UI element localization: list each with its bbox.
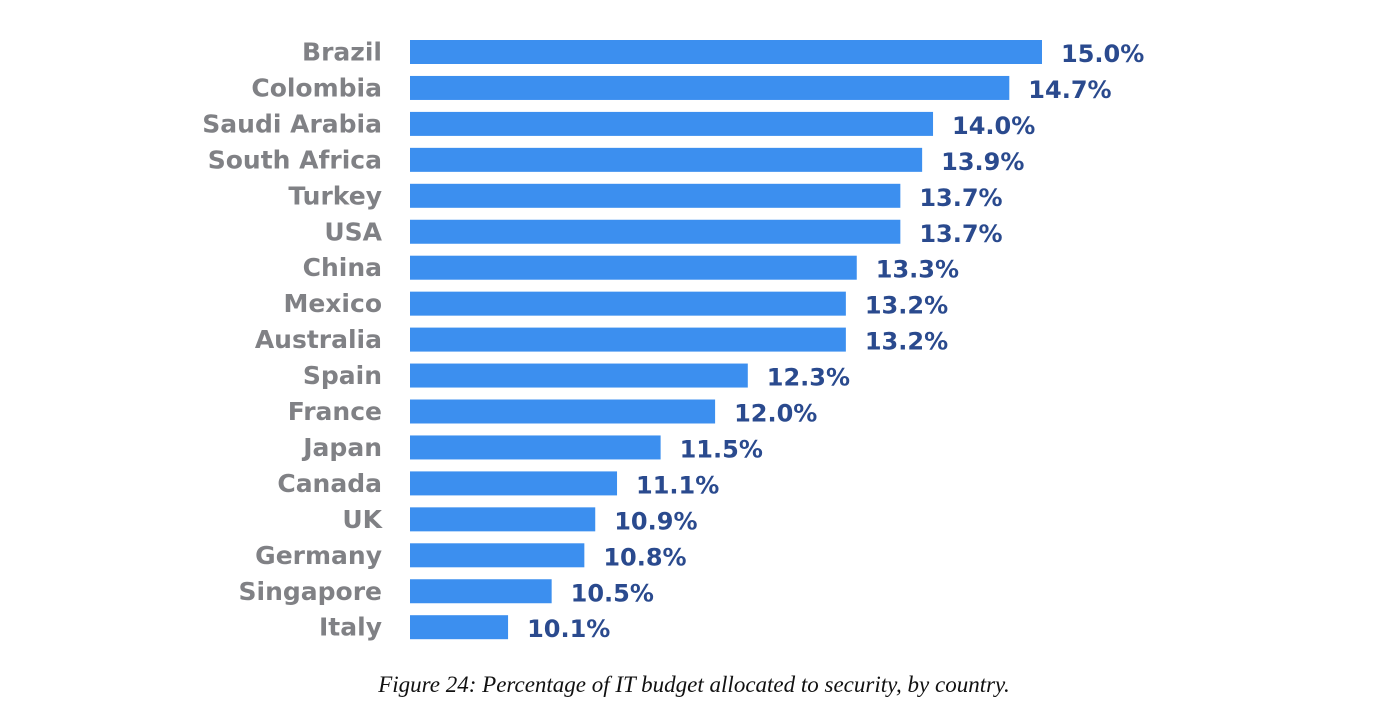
- value-labels: 15.0% 14.7% 14.0% 13.9% 13.7% 13.7% 13.3% 13.2%…: [527, 40, 1144, 643]
- bar-turkey: [410, 183, 901, 208]
- bar-australia: [410, 327, 846, 352]
- bar-mexico: [410, 291, 846, 316]
- category-label-uk: UK: [342, 505, 383, 534]
- value-label-turkey: 13.7%: [919, 184, 1002, 212]
- category-label-turkey: Turkey: [288, 181, 382, 210]
- bar-brazil: [410, 40, 1042, 64]
- bar-italy: [410, 615, 509, 640]
- bar-china: [410, 255, 857, 280]
- value-label-colombia: 14.7%: [1028, 76, 1111, 104]
- value-label-south-africa: 13.9%: [941, 148, 1024, 176]
- bar-canada: [410, 471, 618, 496]
- bar-saudi-arabia: [410, 111, 934, 136]
- value-label-singapore: 10.5%: [571, 579, 654, 607]
- bar-spain: [410, 363, 748, 388]
- category-labels: Brazil Colombia Saudi Arabia South Africa Tu…: [202, 38, 383, 642]
- category-label-south-africa: South Africa: [208, 145, 382, 174]
- value-label-uk: 10.9%: [614, 507, 697, 535]
- category-label-canada: Canada: [277, 469, 382, 498]
- bar-chart: Brazil Colombia Saudi Arabia South Africa Tu…: [202, 38, 1144, 644]
- value-label-canada: 11.1%: [636, 471, 719, 499]
- bar-uk: [410, 507, 596, 532]
- value-label-japan: 11.5%: [680, 435, 763, 463]
- bar-germany: [410, 543, 585, 568]
- bar-france: [410, 399, 716, 424]
- category-label-spain: Spain: [303, 361, 382, 390]
- bar-japan: [410, 435, 661, 460]
- value-label-france: 12.0%: [734, 400, 817, 428]
- bar-singapore: [410, 579, 552, 604]
- bar-south-africa: [410, 147, 923, 172]
- category-label-singapore: Singapore: [239, 577, 383, 606]
- category-label-australia: Australia: [255, 325, 382, 354]
- bar-colombia: [410, 75, 1010, 100]
- figure-caption: Figure 24: Percentage of IT budget alloc…: [378, 672, 1010, 697]
- value-label-italy: 10.1%: [527, 615, 610, 643]
- value-label-saudi-arabia: 14.0%: [952, 112, 1035, 140]
- value-label-australia: 13.2%: [865, 328, 948, 356]
- bars: [410, 40, 1042, 640]
- value-label-spain: 12.3%: [767, 364, 850, 392]
- category-label-china: China: [303, 253, 382, 282]
- category-label-japan: Japan: [301, 433, 382, 462]
- value-label-china: 13.3%: [876, 256, 959, 284]
- category-label-italy: Italy: [319, 613, 382, 642]
- category-label-saudi-arabia: Saudi Arabia: [202, 109, 382, 138]
- bar-usa: [410, 219, 901, 244]
- category-label-usa: USA: [324, 217, 382, 246]
- value-label-mexico: 13.2%: [865, 292, 948, 320]
- value-label-germany: 10.8%: [603, 543, 686, 571]
- value-label-brazil: 15.0%: [1061, 40, 1144, 68]
- category-label-france: France: [288, 397, 382, 426]
- category-label-germany: Germany: [255, 541, 382, 570]
- category-label-brazil: Brazil: [302, 38, 382, 67]
- category-label-colombia: Colombia: [251, 73, 382, 102]
- value-label-usa: 13.7%: [919, 220, 1002, 248]
- category-label-mexico: Mexico: [283, 289, 382, 318]
